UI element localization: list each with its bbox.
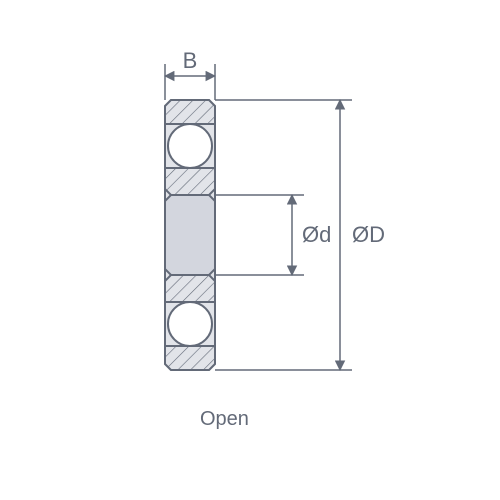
- diagram-canvas: B Ød ØD Open: [0, 0, 500, 500]
- ball-bottom: [168, 302, 212, 346]
- bearing-diagram: B Ød ØD: [0, 0, 500, 500]
- ball-top: [168, 124, 212, 168]
- label-outer: ØD: [352, 222, 385, 247]
- label-bore: Ød: [302, 222, 331, 247]
- diagram-caption: Open: [200, 408, 249, 431]
- label-width: B: [183, 48, 198, 73]
